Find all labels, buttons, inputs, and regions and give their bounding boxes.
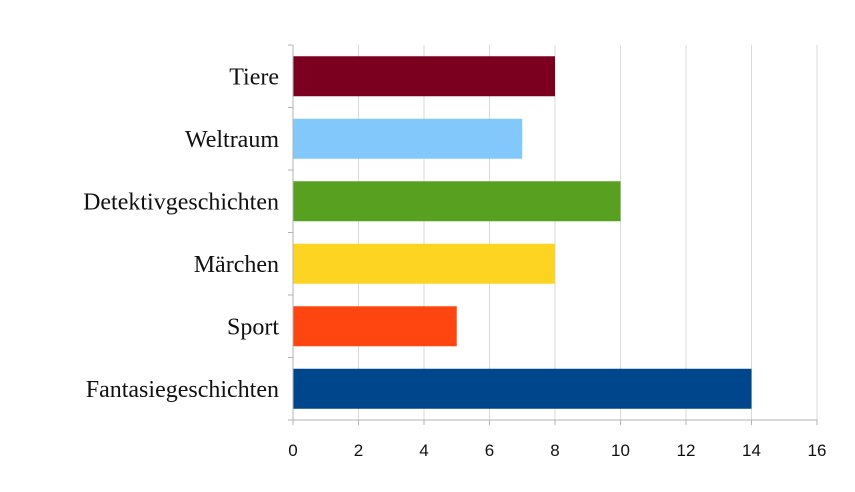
category-label-detektivgeschichten: Detektivgeschichten — [83, 189, 279, 215]
x-tick-label-12: 12 — [677, 441, 696, 460]
category-label-tiere: Tiere — [229, 64, 279, 90]
x-tick-label-6: 6 — [485, 441, 494, 460]
x-tick-labels: 0 2 4 6 8 10 12 14 16 — [288, 441, 826, 460]
x-tick-label-14: 14 — [742, 441, 761, 460]
bar-fantasiegeschichten — [293, 368, 752, 409]
bars — [293, 56, 752, 409]
category-label-märchen: Märchen — [194, 252, 279, 278]
bar-tiere — [293, 56, 555, 97]
x-tick-label-16: 16 — [808, 441, 827, 460]
x-tick-label-2: 2 — [354, 441, 363, 460]
category-labels: Tiere Weltraum Detektivgeschichten Märchen S… — [83, 64, 279, 403]
bar-weltraum — [293, 118, 523, 159]
bar-sport — [293, 306, 457, 347]
bar-märchen — [293, 243, 555, 284]
bar-detektivgeschichten — [293, 181, 621, 222]
x-tick-label-0: 0 — [288, 441, 297, 460]
x-tick-label-8: 8 — [550, 441, 559, 460]
category-label-sport: Sport — [227, 314, 279, 340]
gridlines — [288, 44, 818, 425]
x-tick-label-10: 10 — [611, 441, 630, 460]
category-label-fantasiegeschichten: Fantasiegeschichten — [86, 377, 279, 403]
x-tick-label-4: 4 — [419, 441, 428, 460]
category-label-weltraum: Weltraum — [185, 127, 279, 153]
